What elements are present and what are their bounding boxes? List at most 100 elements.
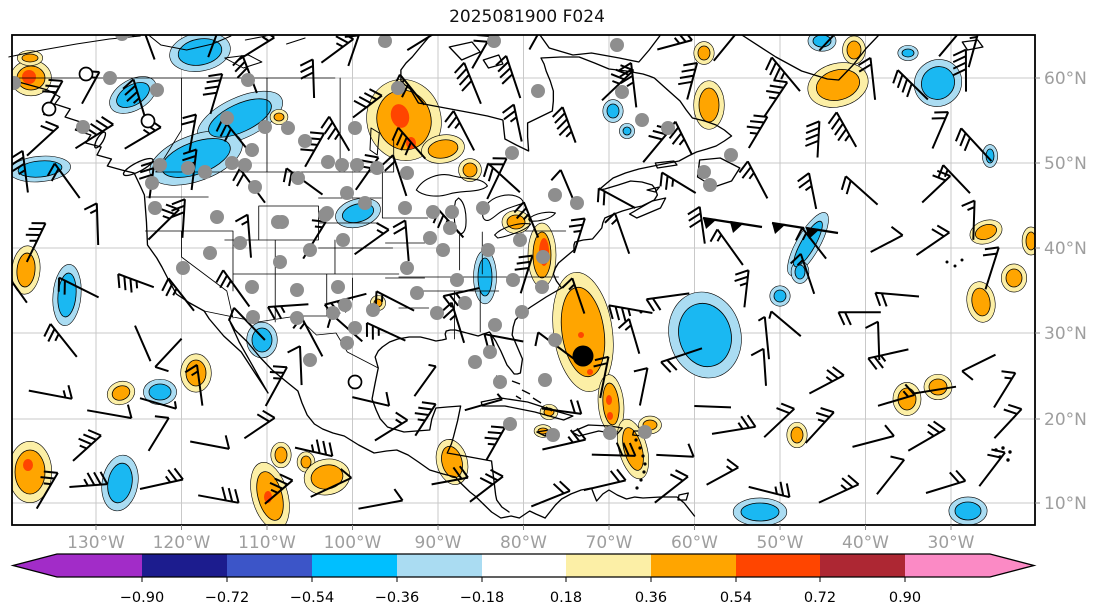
colorbar-tick-label: 0.54 [720, 590, 752, 606]
anomaly-region [623, 127, 631, 135]
station-dot [603, 426, 617, 440]
station-dot [338, 298, 352, 312]
station-dot [476, 201, 490, 215]
colorbar-tick-label: −0.72 [205, 590, 249, 606]
wind-barb [749, 482, 790, 497]
station-dot [326, 306, 340, 320]
station-dot [335, 158, 349, 172]
station-dot [76, 120, 90, 134]
lon-tick-label: 110°W [238, 533, 296, 553]
lat-tick-label: 20°N [1044, 410, 1087, 430]
station-dot [423, 231, 437, 245]
wind-barb [619, 319, 640, 354]
station-dot [248, 180, 262, 194]
wind-barb [609, 305, 652, 321]
wind-barb [965, 24, 981, 67]
wind-barb [657, 29, 692, 49]
wind-barb [806, 408, 834, 443]
lon-tick-label: 80°W [500, 533, 547, 553]
station-dot [400, 261, 414, 275]
station-dot [426, 205, 440, 219]
colorbar-tick-label: −0.54 [290, 590, 334, 606]
forecast-map-canvas: 2025081900 F024 [0, 0, 1105, 615]
wind-barb [190, 435, 229, 449]
wind-barb [441, 303, 464, 343]
wind-barb [735, 270, 749, 307]
lat-lon-gridlines [12, 35, 1035, 525]
station-dot [298, 134, 312, 148]
anomaly-region [699, 88, 719, 122]
station-dot [436, 243, 450, 257]
station-dot [340, 336, 354, 350]
wind-barb [926, 471, 965, 494]
colorbar-segment [312, 554, 397, 577]
wind-barb [694, 406, 731, 407]
station-dot [548, 188, 562, 202]
wind-barb [393, 220, 409, 261]
station-dot [570, 196, 584, 210]
station-dot [318, 208, 332, 222]
wind-barb [747, 116, 768, 149]
wind-barb [44, 324, 77, 357]
station-dot [513, 233, 527, 247]
anomaly-core [23, 459, 33, 471]
wind-barb [798, 173, 817, 209]
station-dot [246, 310, 260, 324]
wind-barb [235, 215, 251, 258]
wind-barb [155, 339, 181, 372]
wind-barb [809, 367, 844, 394]
lat-tick-label: 50°N [1044, 154, 1087, 174]
anomaly-region [698, 46, 710, 60]
colorbar-tick-label: 0.72 [804, 590, 836, 606]
anomaly-core [22, 70, 36, 84]
wind-barb [135, 326, 151, 362]
wind-barb [983, 247, 999, 289]
wind-barb [711, 229, 743, 265]
wind-barb [707, 459, 739, 485]
colorbar-tick-label: 0.90 [889, 590, 921, 606]
wind-barb [829, 112, 857, 147]
station-dot [340, 186, 354, 200]
station-dot [503, 417, 517, 431]
station-dot [697, 165, 711, 179]
anomaly-region [774, 290, 786, 302]
open-station-dot [142, 115, 155, 128]
anomaly-region [301, 456, 311, 468]
anomaly-core [607, 412, 613, 420]
anomaly-region [275, 447, 287, 463]
wind-barb [288, 346, 302, 385]
lon-tick-label: 120°W [153, 533, 211, 553]
wind-barb [73, 430, 101, 461]
lon-tick-label: 40°W [842, 533, 889, 553]
wind-barb [877, 457, 904, 495]
wind-barb [917, 226, 950, 256]
station-dot [271, 215, 285, 229]
station-dot [348, 121, 362, 135]
wind-barb [553, 107, 576, 143]
wind-barb [149, 416, 169, 451]
station-dot [458, 296, 472, 310]
wind-barb [455, 63, 481, 104]
wind-barb [661, 173, 696, 194]
station-dot [348, 321, 362, 335]
anomaly-region [955, 502, 981, 520]
anomaly-region [795, 265, 805, 279]
anomaly-region [791, 427, 803, 443]
highlighted-station-dot [573, 346, 594, 367]
station-dot [245, 280, 259, 294]
colorbar-segment [57, 554, 142, 577]
lon-tick-label: 60°W [671, 533, 718, 553]
wind-barb [994, 371, 1015, 407]
station-dot [378, 34, 392, 48]
wind-barb [688, 207, 705, 244]
station-dot [281, 121, 295, 135]
pennant-barb-flag [730, 222, 744, 233]
anomaly-region [741, 503, 779, 521]
station-dot [661, 121, 675, 135]
station-dot [366, 303, 380, 317]
colorbar: −0.90−0.72−0.54−0.36−0.180.180.360.540.7… [13, 554, 1034, 606]
station-dot [724, 148, 738, 162]
station-dot [176, 261, 190, 275]
anomaly-region [463, 163, 477, 177]
station-dot [7, 76, 21, 90]
